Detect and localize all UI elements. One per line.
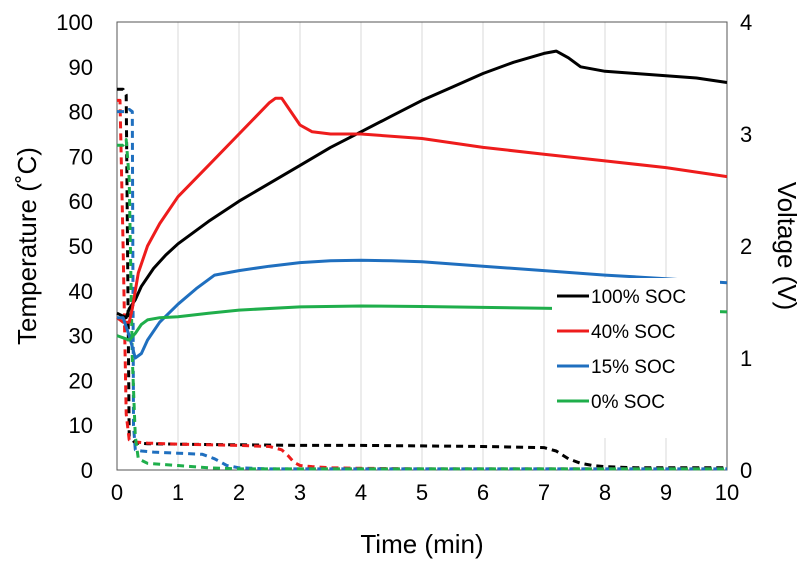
y-tick-labels: 0 10 20 30 40 50 60 70 80 90 100 [56,10,93,483]
y-tick-label: 20 [69,368,93,393]
x-tick-label: 1 [172,480,184,505]
y2-tick-label: 0 [740,458,752,483]
y-tick-label: 80 [69,100,93,125]
y-tick-label: 50 [69,234,93,259]
x-tick-label: 7 [538,480,550,505]
legend-label: 40% SOC [591,322,675,343]
legend-label: 0% SOC [591,392,665,413]
grid-lines [177,22,667,470]
legend: 100% SOC 40% SOC 15% SOC 0% SOC [552,278,720,438]
series-line [117,87,727,470]
y-tick-label: 30 [69,324,93,349]
x-tick-labels: 0 1 2 3 4 5 6 7 8 9 10 [111,480,739,505]
x-tick-label: 10 [715,480,739,505]
x-tick-label: 2 [233,480,245,505]
y2-tick-label: 1 [740,346,752,371]
x-axis-title: Time (min) [360,529,483,559]
y-tick-label: 100 [56,10,93,35]
legend-label: 15% SOC [591,357,675,378]
series-line [117,258,728,360]
series-line [117,107,727,471]
y-tick-label: 70 [69,144,93,169]
series-line [117,138,727,471]
series-line [117,98,727,471]
x-tick-label: 0 [111,480,123,505]
legend-label: 100% SOC [591,287,686,308]
x-tick-label: 9 [660,480,672,505]
x-tick-label: 5 [416,480,428,505]
y-axis-title: Temperature (˚C) [12,147,42,345]
x-tick-label: 8 [599,480,611,505]
y-tick-label: 60 [69,189,93,214]
series-line [116,49,728,320]
x-tick-label: 4 [355,480,367,505]
y-tick-label: 0 [81,458,93,483]
y-tick-label: 40 [69,279,93,304]
y2-tick-label: 3 [740,122,752,147]
series-line [116,96,728,324]
y2-tick-label: 2 [740,234,752,259]
series-layer [116,49,728,471]
x-tick-label: 6 [477,480,489,505]
x-tick-label: 3 [294,480,306,505]
y-tick-label: 10 [69,413,93,438]
legend-background [552,278,720,438]
y2-tick-labels: 0 1 2 3 4 [740,10,752,483]
y-tick-label: 90 [69,55,93,80]
y2-tick-label: 4 [740,10,752,35]
y2-axis-title: Voltage (V) [772,182,802,311]
